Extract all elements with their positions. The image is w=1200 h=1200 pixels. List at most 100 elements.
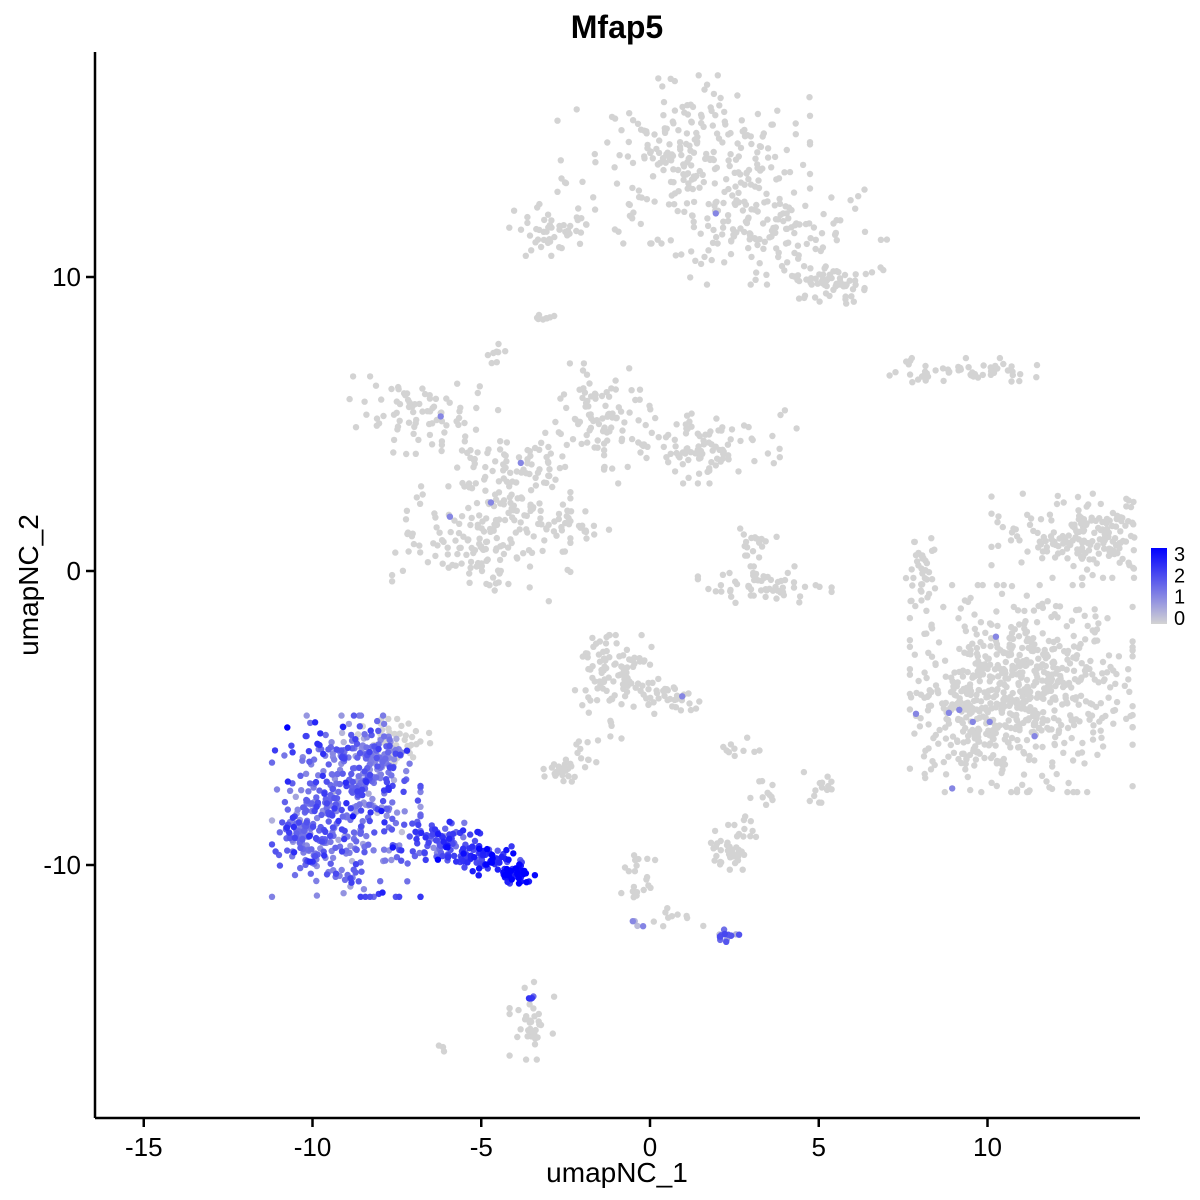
cell-point [523,1013,530,1020]
cell-point [1129,741,1136,748]
cell-point [709,122,716,129]
cell-point [333,746,340,753]
cell-point [377,771,385,778]
cell-point [1109,538,1117,545]
cell-point [548,252,555,259]
cell-point [1008,630,1016,637]
cell-point [625,868,632,875]
cell-point [777,411,784,419]
cell-point [350,829,358,836]
cell-point [1024,691,1031,698]
cell-point [1019,490,1026,497]
cell-point [629,184,636,192]
cell-point [613,640,620,647]
cell-point [612,377,619,384]
cell-point [993,651,1000,658]
cell-point [478,560,485,567]
cell-point [592,395,599,402]
cell-point [764,198,771,205]
cell-point [770,460,777,467]
cell-point [338,848,346,855]
cell-point [785,215,792,222]
legend-tick-label: 2 [1174,565,1185,587]
cell-point [372,382,380,389]
cell-point [357,823,365,830]
cell-point [1117,528,1124,535]
cell-point [710,148,717,156]
cell-point [476,535,483,542]
cell-point [973,650,981,657]
cell-point [726,162,733,170]
cell-point [309,823,317,830]
cell-point [469,868,476,875]
cell-point [335,788,342,796]
cell-point [656,137,663,144]
cell-point [796,221,803,228]
cell-point [635,417,642,424]
cell-point [357,893,364,900]
cell-point [497,500,504,507]
cell-point [603,429,611,436]
cell-point [398,857,405,864]
cell-point [323,800,331,807]
cell-point [626,110,633,117]
cell-point [511,517,518,524]
cell-point [1049,763,1056,770]
cell-point [513,468,520,475]
cell-point [507,499,514,507]
cell-point [461,864,468,871]
cell-point [507,867,515,875]
cell-point [941,788,948,796]
cell-point [340,890,347,897]
cell-point [1061,739,1068,747]
cell-point [1019,781,1026,788]
cell-point [283,824,291,831]
cell-point [1001,761,1009,768]
cell-point [777,211,784,219]
cell-point [348,731,355,739]
cell-point [542,429,549,436]
cell-point [781,267,788,274]
cell-point [1086,716,1093,723]
cell-point [426,740,434,747]
cell-point [764,145,772,152]
cell-point [624,463,631,471]
cell-point [961,649,968,656]
cell-point [711,857,718,864]
cell-point [443,395,450,402]
cell-point [549,483,556,491]
cell-point [503,458,510,465]
cell-point [552,772,559,779]
cell-point [1089,671,1096,678]
cell-point [466,570,473,577]
cell-point [717,582,725,589]
cell-point [710,226,717,234]
cell-point [1001,722,1009,729]
cell-point [1037,664,1044,671]
cell-point [996,680,1003,687]
cell-point [1082,698,1090,705]
cell-point [390,436,398,444]
cell-point [731,821,738,829]
cell-point [780,592,787,599]
cell-point [507,536,514,543]
cell-point [532,474,539,481]
cell-point [575,205,582,212]
cell-point [329,854,337,862]
cell-point [629,918,636,925]
cell-point [584,654,591,661]
cell-point [812,582,819,589]
cell-point [978,788,985,796]
cell-point [374,763,381,770]
cell-point [1074,788,1081,796]
cell-point [389,815,396,822]
cell-point [731,859,739,867]
cell-point [281,752,288,759]
cell-point [719,571,727,578]
cell-point [552,418,559,426]
cell-point [361,768,368,775]
cell-point [791,249,798,257]
cell-point [902,574,910,582]
cell-point [604,413,611,420]
cell-point [741,198,748,205]
